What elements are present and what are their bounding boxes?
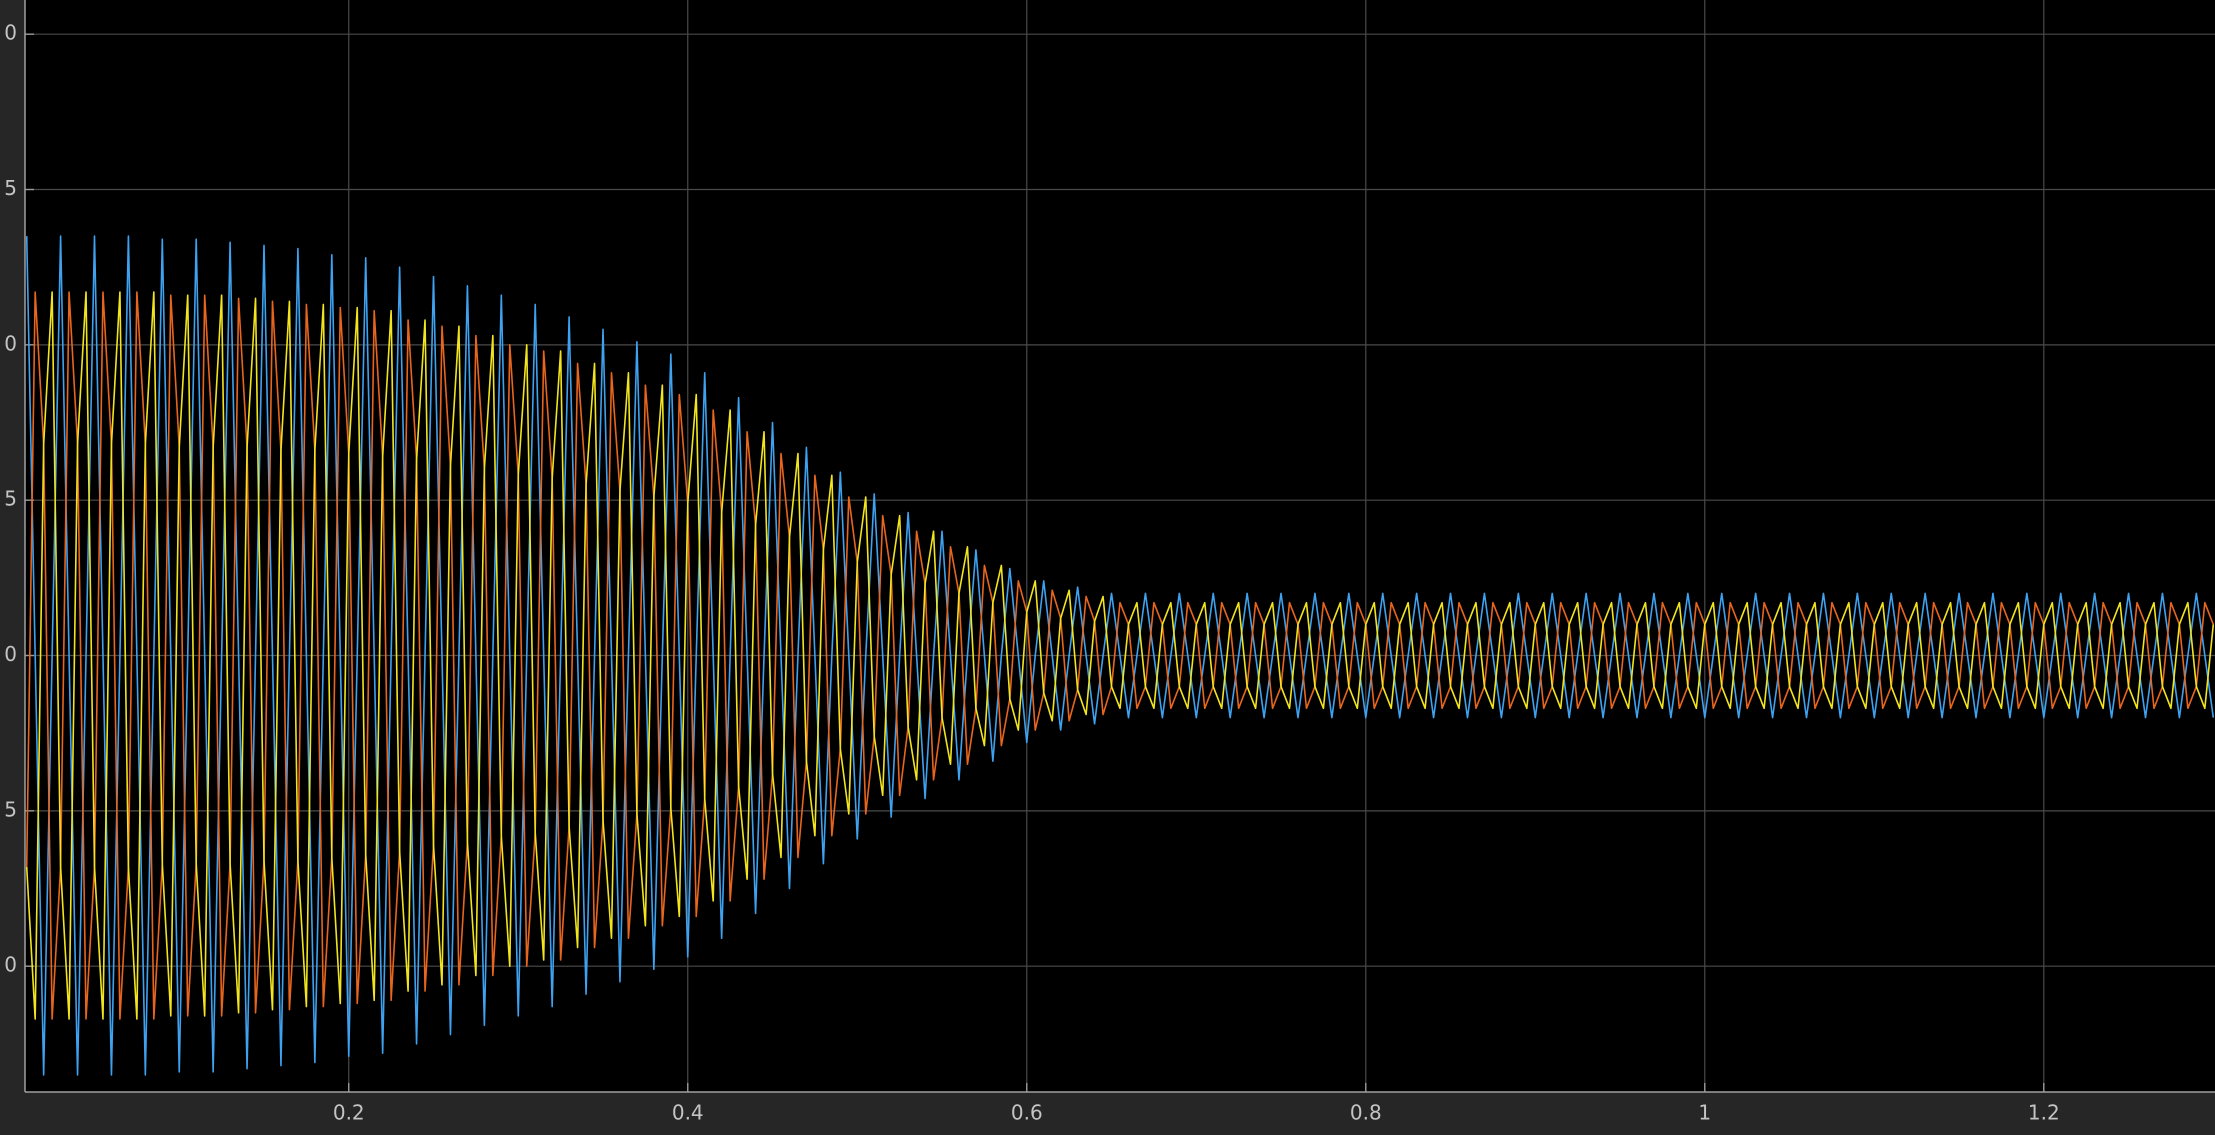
y-tick-label: 5 [4, 797, 17, 821]
x-tick-label: 1.2 [2028, 1101, 2060, 1125]
signal-trace [25, 235, 2215, 1076]
y-tick-label: 0 [4, 331, 17, 355]
x-tick-label: 0.2 [333, 1101, 365, 1125]
y-tick-label: 0 [4, 21, 17, 45]
plot-area [25, 0, 2215, 1092]
y-tick-label: 5 [4, 487, 17, 511]
x-tick-label: 0.4 [672, 1101, 704, 1125]
signal-trace [25, 291, 2215, 1020]
signal-trace [25, 291, 2215, 1020]
y-tick-label: 5 [4, 176, 17, 200]
x-tick-label: 1 [1698, 1101, 1711, 1125]
traces [25, 235, 2215, 1076]
x-tick-label: 0.8 [1350, 1101, 1382, 1125]
y-tick-label: 0 [4, 953, 17, 977]
y-tick-label: 0 [4, 642, 17, 666]
x-tick-label: 0.6 [1011, 1101, 1043, 1125]
